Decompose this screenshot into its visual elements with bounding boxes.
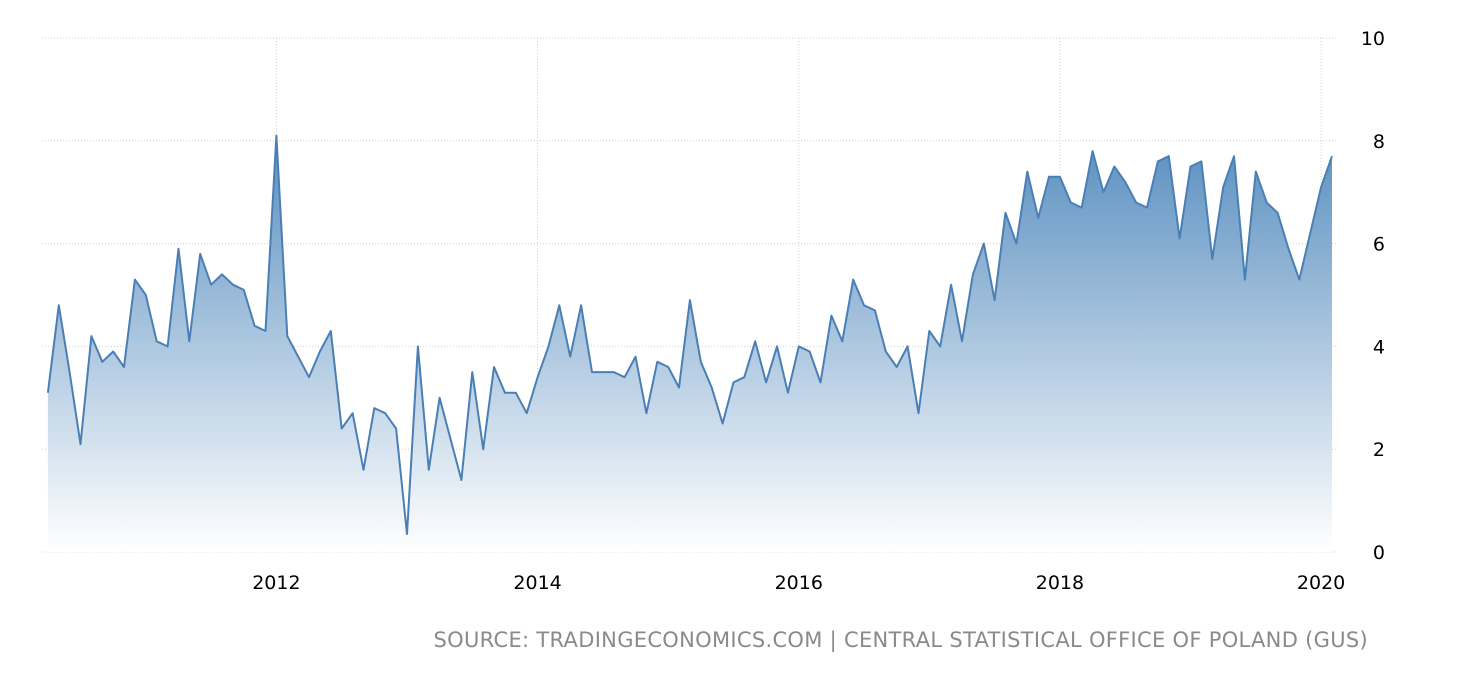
x-tick-label: 2014 bbox=[513, 572, 561, 594]
series-area bbox=[47, 135, 1332, 552]
x-tick-label: 2020 bbox=[1297, 572, 1345, 594]
y-tick-label: 0 bbox=[1373, 542, 1385, 564]
y-tick-label: 8 bbox=[1373, 131, 1385, 153]
y-tick-label: 6 bbox=[1373, 234, 1385, 256]
x-axis: 2012 2014 2016 2018 2020 bbox=[252, 572, 1345, 594]
y-tick-label: 4 bbox=[1373, 336, 1385, 358]
chart: 2012 2014 2016 2018 2020 0 2 4 6 8 10 bbox=[42, 28, 1385, 594]
y-tick-label: 2 bbox=[1373, 439, 1385, 461]
data-area bbox=[46, 134, 1333, 552]
y-axis: 0 2 4 6 8 10 bbox=[1361, 28, 1385, 564]
x-tick-label: 2012 bbox=[252, 572, 300, 594]
x-tick-label: 2016 bbox=[775, 572, 823, 594]
y-tick-label: 10 bbox=[1361, 28, 1385, 50]
x-tick-label: 2018 bbox=[1036, 572, 1084, 594]
source-caption: SOURCE: TRADINGECONOMICS.COM | CENTRAL S… bbox=[433, 628, 1368, 652]
